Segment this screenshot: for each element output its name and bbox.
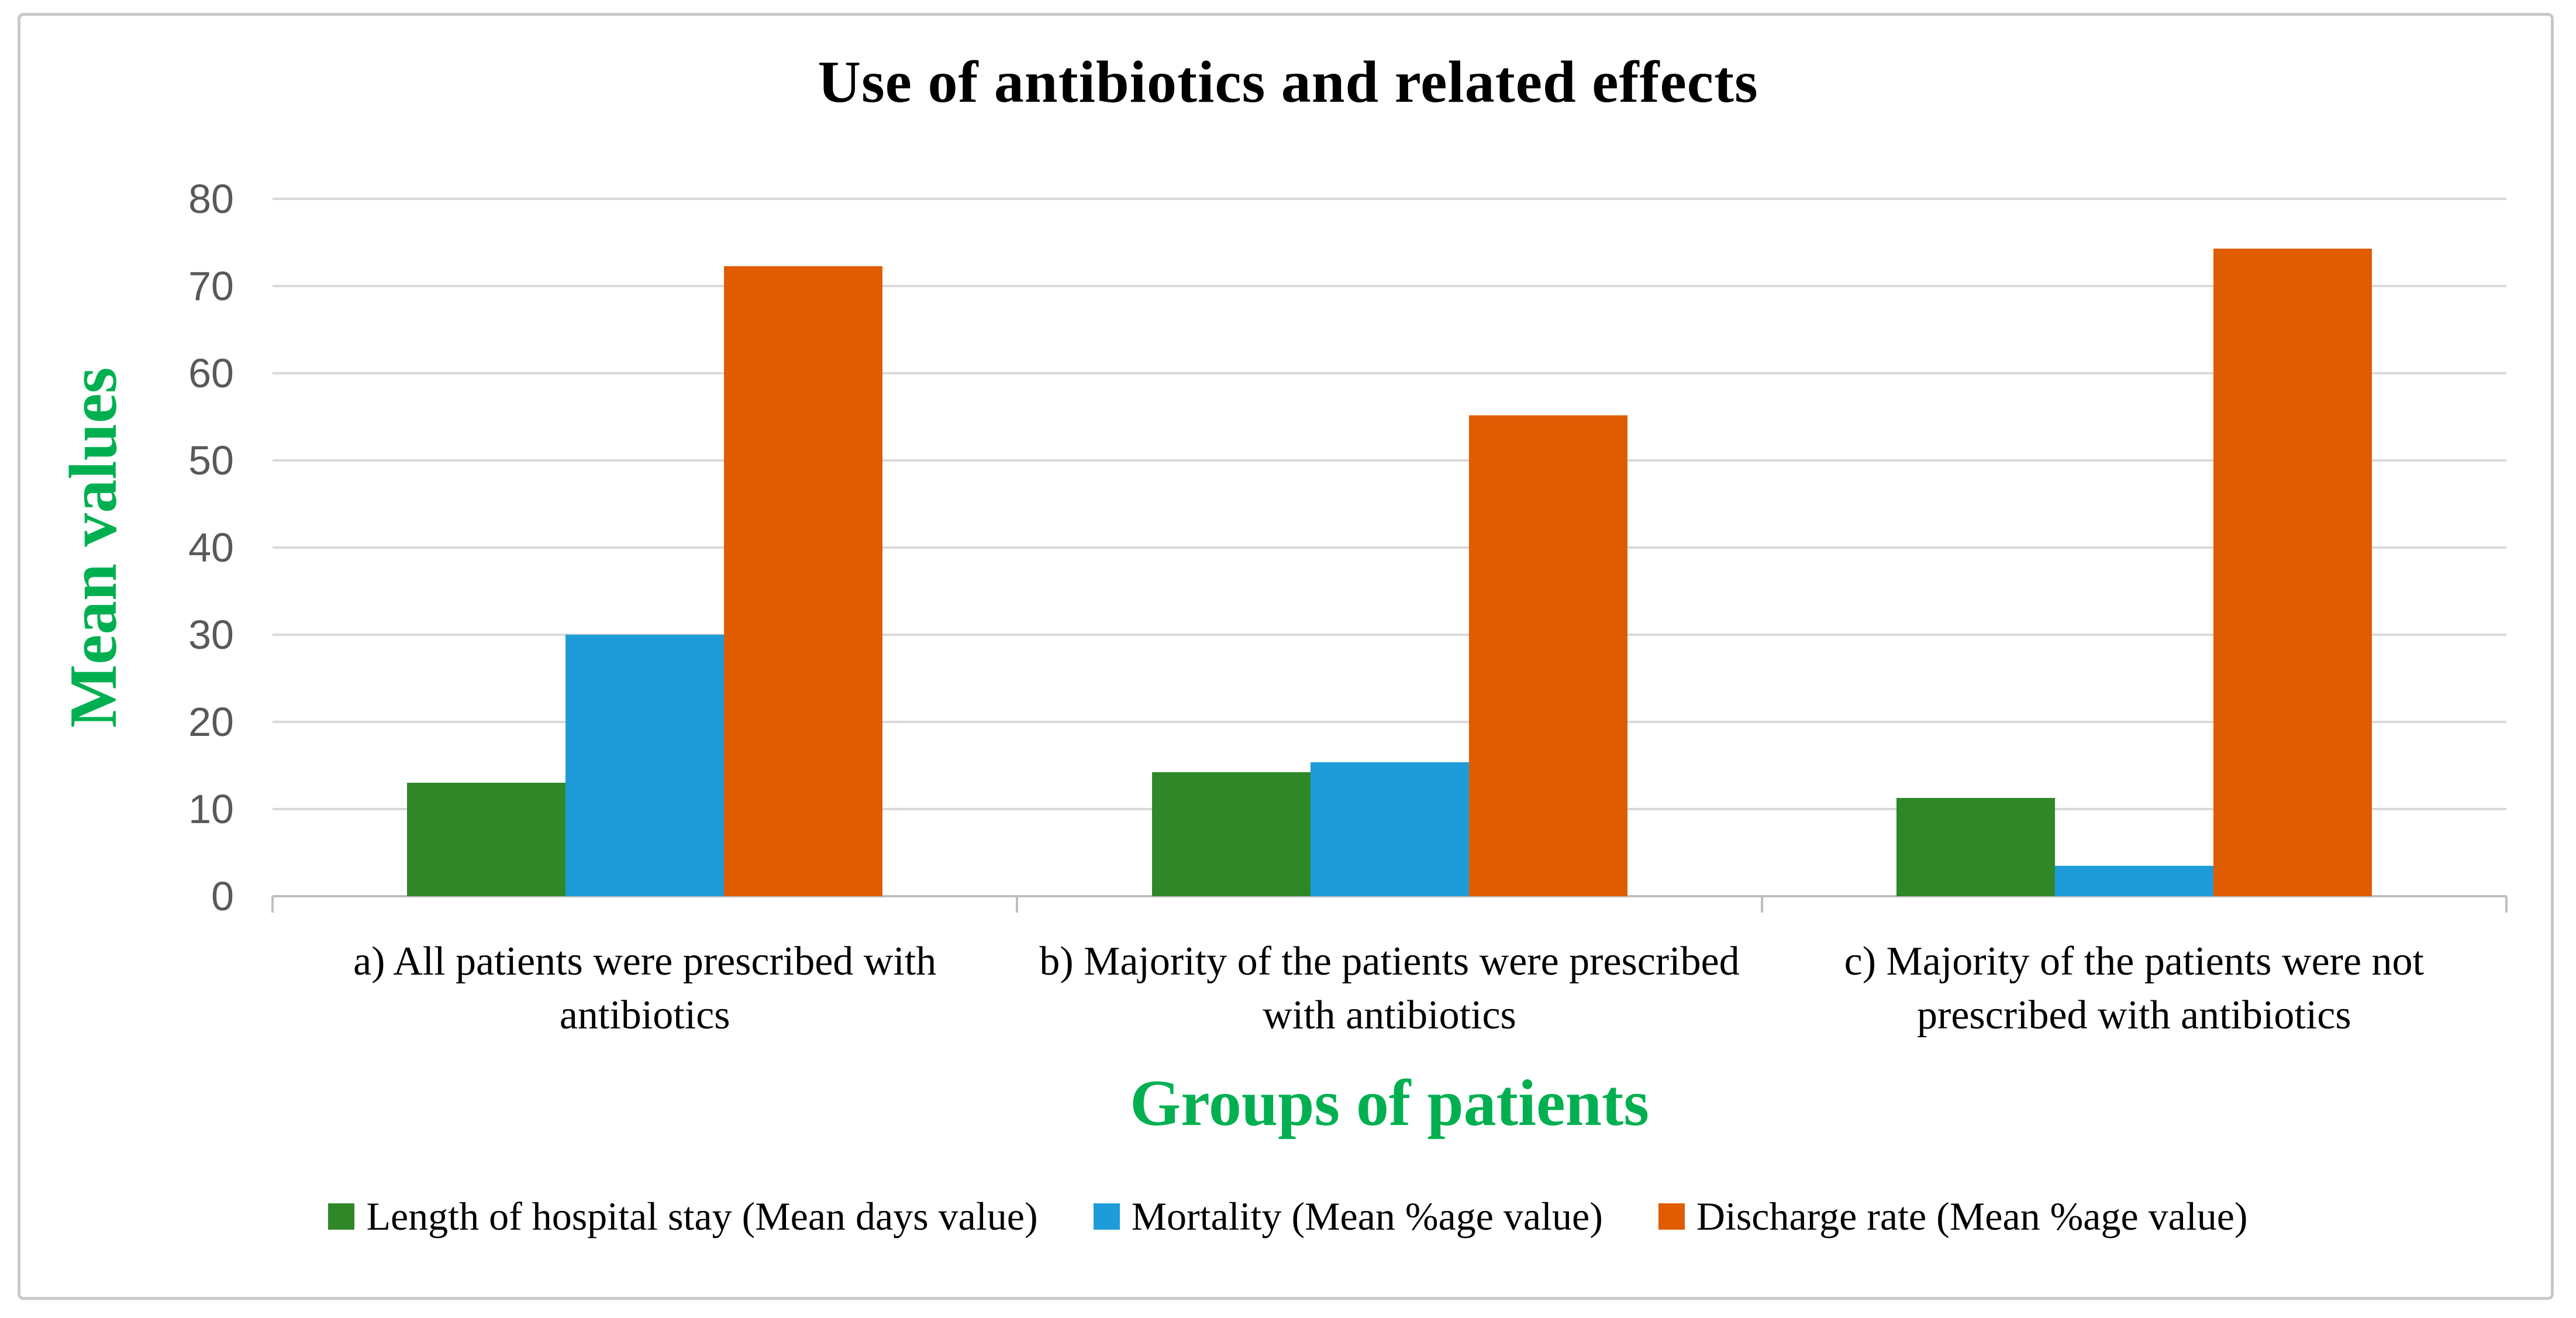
y-tick-label: 60 bbox=[188, 350, 234, 396]
x-tick-label: b) Majority of the patients were prescri… bbox=[1039, 939, 1740, 1038]
gridline bbox=[273, 546, 2506, 549]
x-axis-tick bbox=[2505, 896, 2508, 913]
bar-series-0-category-1 bbox=[1151, 772, 1311, 896]
gridline bbox=[273, 721, 2506, 723]
legend-swatch-icon bbox=[1093, 1203, 1120, 1230]
y-tick-label: 50 bbox=[188, 438, 234, 483]
legend-swatch-icon bbox=[328, 1203, 355, 1230]
gridline bbox=[273, 459, 2506, 462]
bar-series-0-category-2 bbox=[1896, 797, 2055, 896]
bar-series-1-category-0 bbox=[565, 635, 725, 896]
y-tick-label: 70 bbox=[188, 263, 234, 309]
x-axis-tick bbox=[1016, 896, 1019, 913]
x-axis-line bbox=[273, 895, 2506, 897]
x-axis-tick bbox=[271, 896, 274, 913]
legend-label: Length of hospital stay (Mean days value… bbox=[366, 1194, 1038, 1238]
y-tick-label: 30 bbox=[188, 612, 234, 658]
gridline bbox=[273, 198, 2506, 200]
x-tick-label: a) All patients were prescribed with ant… bbox=[353, 939, 937, 1038]
legend-item: Discharge rate (Mean %age value) bbox=[1658, 1193, 2248, 1240]
legend-item: Length of hospital stay (Mean days value… bbox=[328, 1193, 1038, 1240]
legend-label: Discharge rate (Mean %age value) bbox=[1696, 1194, 2248, 1238]
y-tick-label: 10 bbox=[188, 786, 234, 832]
bar-series-2-category-2 bbox=[2213, 248, 2372, 896]
x-axis-title: Groups of patients bbox=[1130, 1067, 1649, 1140]
x-axis-tick bbox=[1760, 896, 1763, 913]
y-tick-label: 20 bbox=[188, 699, 234, 745]
bar-series-1-category-1 bbox=[1310, 762, 1469, 896]
x-tick-label: c) Majority of the patients were not pre… bbox=[1844, 939, 2424, 1038]
legend: Length of hospital stay (Mean days value… bbox=[0, 1193, 2576, 1240]
legend-label: Mortality (Mean %age value) bbox=[1131, 1194, 1603, 1238]
legend-swatch-icon bbox=[1658, 1203, 1685, 1230]
gridline bbox=[273, 372, 2506, 374]
y-tick-label: 40 bbox=[188, 525, 234, 570]
bar-series-2-category-1 bbox=[1468, 415, 1627, 896]
bar-series-2-category-0 bbox=[724, 266, 883, 896]
gridline bbox=[273, 285, 2506, 287]
legend-item: Mortality (Mean %age value) bbox=[1093, 1193, 1603, 1240]
bar-series-0-category-0 bbox=[407, 783, 566, 896]
y-tick-label: 0 bbox=[211, 873, 234, 919]
chart-title: Use of antibiotics and related effects bbox=[818, 49, 1758, 115]
y-tick-label: 80 bbox=[188, 176, 234, 222]
gridline bbox=[273, 634, 2506, 636]
figure-border bbox=[18, 13, 2554, 1300]
bar-series-1-category-2 bbox=[2054, 865, 2213, 896]
